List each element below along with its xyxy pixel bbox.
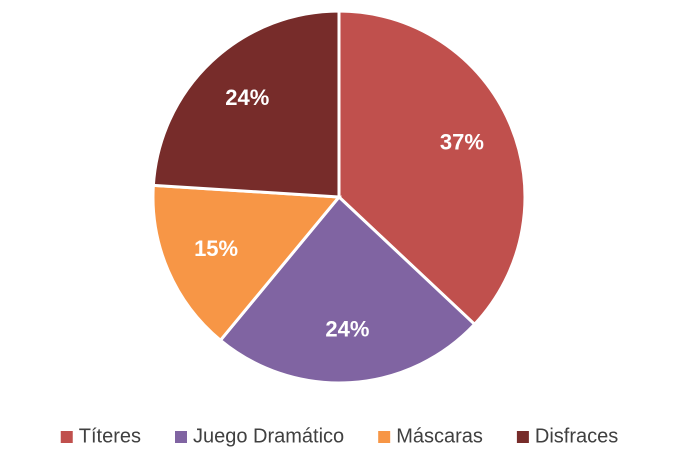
legend-swatch bbox=[378, 431, 391, 443]
legend-label: Disfraces bbox=[535, 425, 618, 447]
pie-slice bbox=[337, 9, 527, 327]
legend-swatch bbox=[516, 431, 529, 443]
pie-slice bbox=[218, 194, 477, 385]
legend-swatch bbox=[60, 431, 73, 443]
pie-slice bbox=[151, 183, 343, 343]
legend-label: Máscaras bbox=[396, 425, 483, 447]
legend-label: Títeres bbox=[79, 425, 141, 447]
legend-swatch bbox=[175, 431, 187, 443]
legend-label: Juego Dramático bbox=[193, 425, 344, 447]
value-label: 37% bbox=[440, 130, 484, 155]
value-label: 24% bbox=[225, 85, 269, 110]
legend: Títeres Juego Dramático Máscaras Disfraces bbox=[60, 425, 618, 447]
pie-slice bbox=[151, 9, 341, 199]
value-label: 15% bbox=[194, 236, 238, 261]
value-label: 24% bbox=[325, 316, 369, 341]
